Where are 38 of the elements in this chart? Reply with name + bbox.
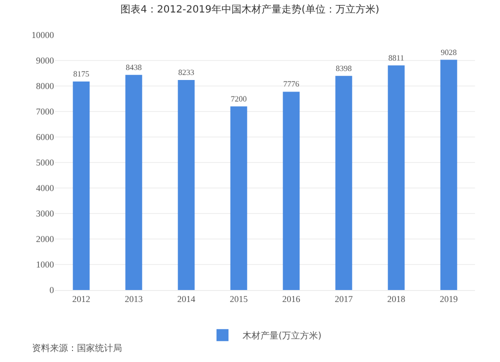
y-tick-label: 4000 <box>36 183 54 194</box>
text: 资料来源：国家统计局 <box>32 343 122 354</box>
data-label: 9028 <box>440 48 457 57</box>
y-tick-label: 3000 <box>36 208 54 219</box>
y-tick-label: 7000 <box>36 106 54 117</box>
x-tick-label: 2018 <box>387 294 406 304</box>
legend-label: 木材产量(万立方米) <box>242 330 322 342</box>
bar <box>388 65 405 290</box>
x-tick-label: 2012 <box>72 294 90 304</box>
data-label: 8398 <box>336 64 352 73</box>
bar <box>72 82 90 290</box>
y-tick-label: 5000 <box>36 158 54 168</box>
y-tick-label: 8000 <box>36 81 54 92</box>
data-label: 8811 <box>388 53 404 62</box>
x-tick-label: 2017 <box>334 294 354 304</box>
y-tick-label: 9000 <box>36 56 54 66</box>
y-tick-label: 1000 <box>36 260 54 270</box>
bar <box>440 60 458 290</box>
x-tick-label: 2014 <box>177 294 196 304</box>
y-tick-label: 6000 <box>36 132 54 142</box>
data-label: 7776 <box>283 80 300 89</box>
bar <box>282 92 300 290</box>
data-label: 8175 <box>73 70 90 79</box>
bar <box>230 106 248 290</box>
y-tick-label: 0 <box>50 285 54 296</box>
x-tick-label: 2015 <box>230 294 248 304</box>
bar <box>335 76 352 290</box>
x-tick-label: 2013 <box>124 294 144 304</box>
y-tick-label: 2000 <box>36 234 54 244</box>
y-tick-label: 10000 <box>32 30 54 40</box>
data-label: 8233 <box>178 68 194 78</box>
data-label: 8438 <box>126 62 142 72</box>
bar <box>125 74 142 290</box>
x-tick-label: 2016 <box>282 294 301 304</box>
bar <box>178 80 195 290</box>
x-tick-label: 2019 <box>440 294 458 304</box>
data-label: 7200 <box>230 94 247 104</box>
chart-title: 图表4：2012-2019年中国木材产量走势(单位：万立方米) <box>120 3 380 16</box>
